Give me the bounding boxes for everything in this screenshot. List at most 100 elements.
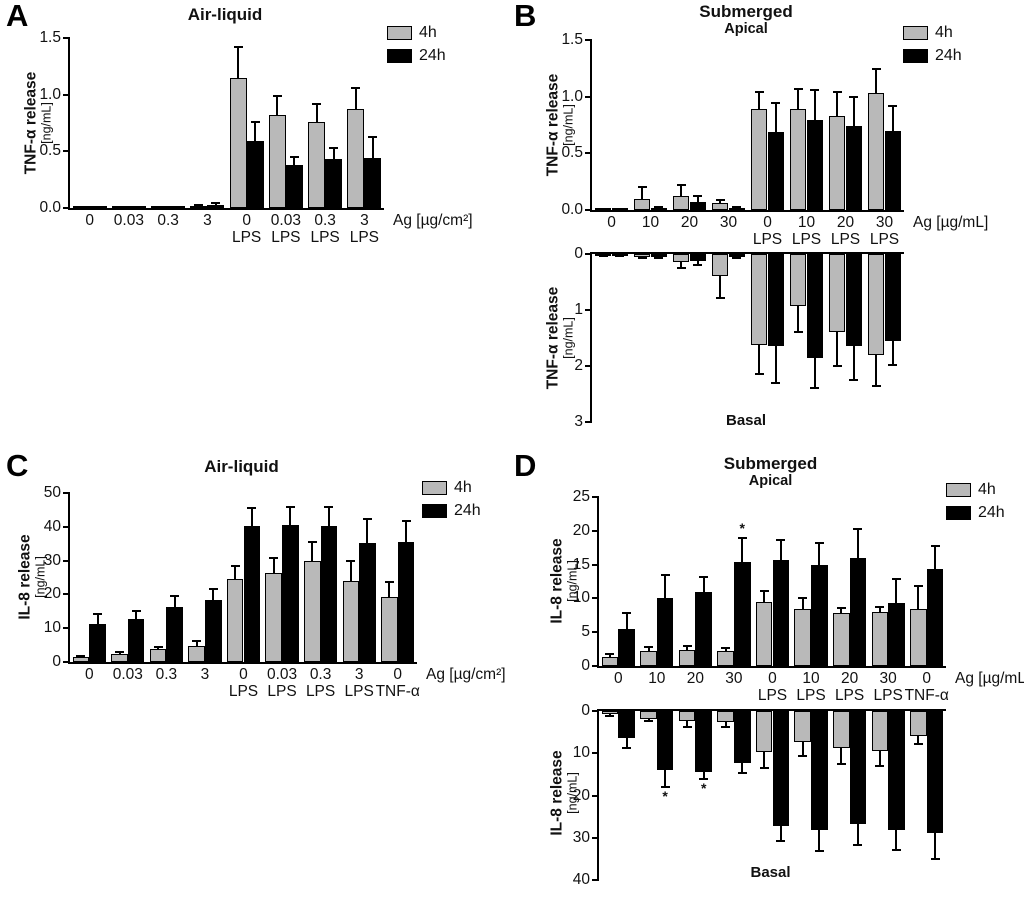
- bar-4h: [755, 601, 773, 666]
- panel-letter-b: B: [514, 0, 537, 33]
- x-category-label: 30 LPS: [873, 670, 903, 704]
- error-bar: [856, 529, 859, 558]
- error-bar: [647, 647, 650, 652]
- y-tick-label: 40: [572, 871, 590, 888]
- bar-24h: [845, 126, 863, 210]
- error-bar-cap: [875, 605, 885, 608]
- error-bar: [856, 824, 859, 845]
- y-axis-tick: [63, 150, 70, 153]
- y-tick-label: 3: [574, 413, 583, 430]
- chart-d-basal-plot: 0 10 20 30 40 * *: [573, 702, 946, 888]
- bar-24h: [207, 204, 225, 208]
- error-bar-cap: [759, 589, 769, 592]
- bar-24h: [128, 206, 146, 208]
- error-bar-cap: [814, 541, 824, 544]
- error-bar-cap: [329, 146, 339, 149]
- legend-item-4h: 4h: [946, 482, 1005, 498]
- bar-4h: [750, 254, 768, 345]
- y-tick-label: 0: [581, 702, 590, 719]
- legend-swatch-4h: [422, 481, 447, 495]
- bar-24h: [282, 525, 299, 662]
- error-bar-cap: [637, 186, 647, 189]
- x-axis-unit-label: Ag [µg/cm²]: [426, 666, 506, 683]
- error-bar-cap: [233, 46, 243, 49]
- error-bar: [891, 340, 894, 365]
- legend-swatch-24h: [387, 49, 412, 63]
- legend-swatch-24h: [422, 504, 447, 518]
- bar-4h: [72, 206, 90, 208]
- y-tick-label: 1.5: [39, 29, 61, 46]
- error-bar-cap: [721, 726, 731, 729]
- error-bar-cap: [771, 381, 781, 384]
- y-tick-label: 0.0: [39, 199, 61, 216]
- chart-c-y-axis-label: IL-8 release [ng/mL]: [17, 534, 48, 619]
- error-bar-cap: [721, 646, 731, 649]
- error-bar-cap: [312, 102, 322, 105]
- bar-4h: [828, 254, 846, 333]
- y-axis-tick: [592, 752, 599, 755]
- error-bar: [647, 718, 650, 722]
- bar-4h: [910, 608, 927, 666]
- error-bar: [836, 92, 839, 116]
- error-bar: [664, 770, 667, 788]
- bar-24h: [656, 711, 674, 771]
- error-bar-cap: [324, 505, 334, 508]
- error-bar: [875, 354, 878, 386]
- legend-swatch-4h: [903, 26, 928, 40]
- error-bar-cap: [346, 560, 356, 563]
- error-bar: [801, 597, 804, 610]
- error-bar-cap: [351, 86, 361, 89]
- bar-24h: [811, 564, 828, 666]
- error-bar: [934, 832, 936, 859]
- bar-4h: [678, 711, 696, 721]
- error-bar-cap: [208, 587, 218, 590]
- error-bar-cap: [660, 786, 670, 789]
- bar-24h: [364, 158, 382, 208]
- y-tick-label: 2: [574, 357, 583, 374]
- error-bar-cap: [849, 379, 859, 381]
- y-axis-tick: [592, 879, 599, 881]
- error-bar-cap: [930, 545, 940, 548]
- chart-b-basal-plot: 0 1 2 3: [574, 245, 904, 430]
- bar-4h: [151, 206, 169, 208]
- error-bar-cap: [832, 91, 842, 94]
- bar-4h: [833, 711, 850, 748]
- x-category-label: 0.3 LPS: [305, 666, 336, 700]
- y-axis-tick: [63, 593, 70, 596]
- error-bar: [272, 557, 275, 574]
- y-tick-label: 40: [43, 517, 61, 535]
- legend-label-4h: 4h: [978, 481, 996, 498]
- x-category-label: 0 LPS: [231, 212, 262, 246]
- x-category-label: 10: [648, 670, 666, 687]
- error-bar: [774, 103, 777, 132]
- bar-24h: [695, 711, 712, 773]
- bar-24h: [689, 254, 707, 262]
- bar-24h: [359, 543, 376, 662]
- error-bar-cap: [598, 255, 608, 258]
- error-bar-cap: [637, 256, 647, 259]
- error-bar-cap: [849, 95, 859, 98]
- panel-letter-d: D: [514, 448, 537, 483]
- error-bar: [625, 738, 628, 749]
- error-bar: [774, 346, 777, 383]
- bar-24h: [397, 542, 415, 662]
- error-bar-cap: [810, 387, 820, 390]
- bar-24h: [618, 711, 635, 739]
- error-bar: [366, 519, 369, 544]
- error-bar-cap: [814, 849, 824, 852]
- error-bar-cap: [682, 725, 692, 728]
- bar-24h: [733, 711, 751, 763]
- x-axis-unit-label: Ag [µg/mL]: [913, 214, 989, 231]
- bar-24h: [733, 561, 751, 666]
- x-category-label: 0.3: [155, 666, 178, 683]
- legend-swatch-4h: [946, 483, 971, 497]
- error-bar: [195, 641, 198, 646]
- bar-24h: [806, 254, 824, 358]
- x-category-label: 0.03 LPS: [270, 212, 301, 246]
- error-bar: [405, 520, 407, 543]
- error-bar: [702, 576, 705, 593]
- error-bar: [332, 147, 335, 160]
- bar-4h: [672, 196, 690, 210]
- error-bar: [664, 575, 667, 599]
